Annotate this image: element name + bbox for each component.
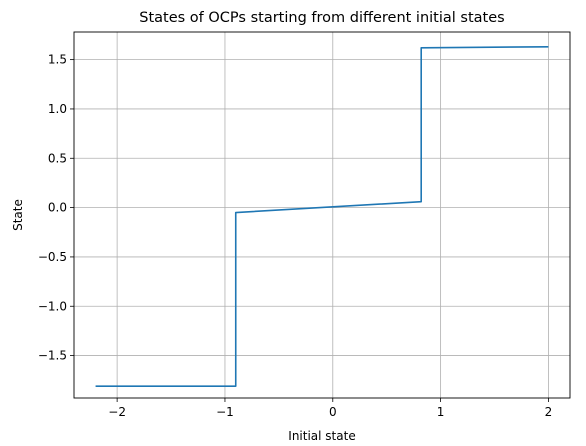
plot-background [74,32,570,398]
x-tick-label: −2 [108,405,126,419]
y-tick-label: −1.5 [38,349,67,363]
x-axis-label: Initial state [288,429,355,443]
y-tick-label: 0.5 [48,151,67,165]
y-axis-ticks: −1.5 −1.0 −0.5 0.0 0.5 1.0 1.5 [38,53,74,363]
y-tick-label: 1.0 [48,102,67,116]
x-tick-label: 0 [329,405,337,419]
x-tick-label: 2 [545,405,553,419]
series-layer [95,46,549,387]
series-line [95,46,549,387]
y-axis-label: State [11,199,25,231]
y-tick-label: −0.5 [38,250,67,264]
y-tick-label: 0.0 [48,201,67,215]
x-axis-ticks: −2 −1 0 1 2 [108,398,552,419]
x-tick-label: 1 [437,405,445,419]
y-tick-label: 1.5 [48,53,67,67]
x-tick-label: −1 [216,405,234,419]
y-tick-label: −1.0 [38,299,67,313]
plot-frame [73,31,571,399]
chart-title: States of OCPs starting from different i… [139,10,504,26]
